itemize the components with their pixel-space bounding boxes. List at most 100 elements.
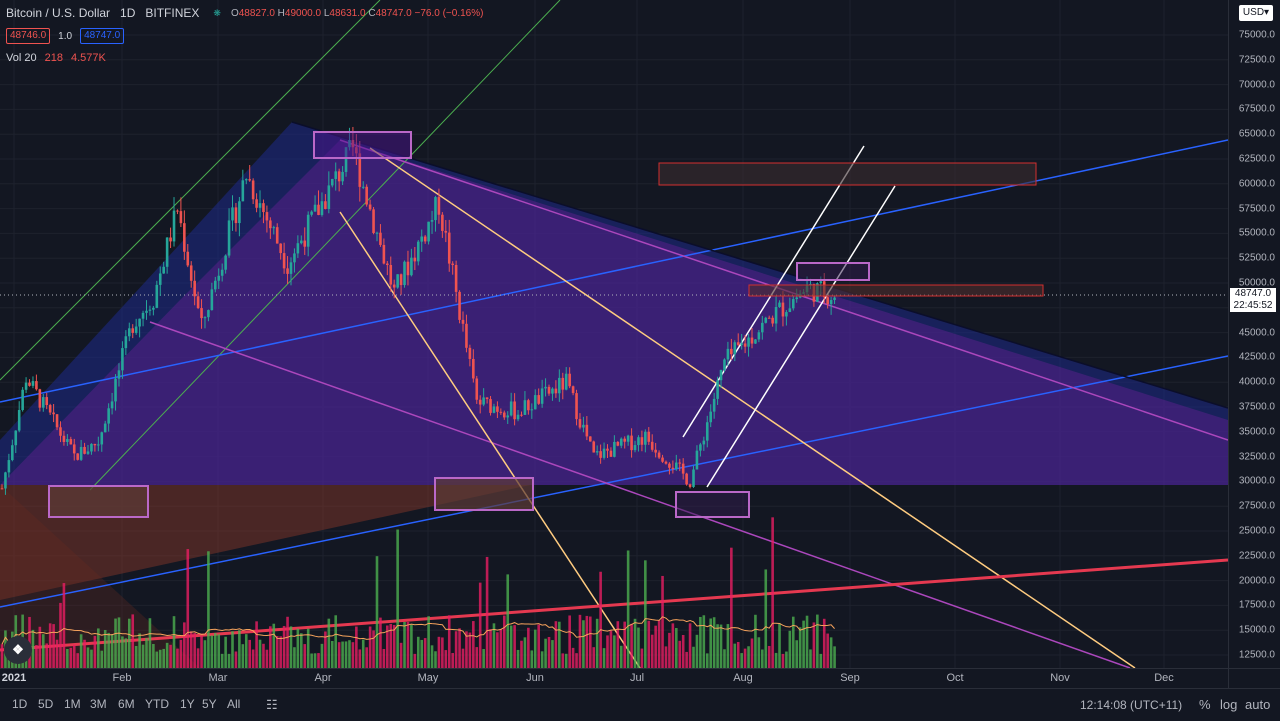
auto-toggle[interactable]: auto [1245,697,1271,712]
candle-body [269,220,272,229]
candle-body [11,445,14,461]
candle-body [141,312,145,319]
candle-body [410,257,413,276]
time-axis[interactable]: 2021 Feb Mar Apr May Jun Jul Aug Sep Oct Nov Dec [0,668,1228,689]
range-button[interactable]: All [227,697,241,711]
range-button[interactable]: 5Y [202,697,217,711]
candle-body [544,386,547,389]
box-top-april[interactable] [313,131,412,159]
candle-body [702,440,706,445]
volume-bar [251,649,255,668]
volume-bar [588,616,592,668]
volume-bar [262,643,265,668]
volume-bar [293,647,296,668]
volume-bar [822,618,826,668]
volume-bar [795,640,799,668]
range-button[interactable]: 3M [90,697,107,711]
candle-body [310,211,313,215]
volume-bar [152,643,155,668]
price-tick: 30000.0 [1238,475,1275,487]
candle-body [62,435,66,442]
candle-body [568,373,571,387]
log-toggle[interactable]: log [1220,697,1238,712]
chart-area[interactable]: Bitcoin / U.S. Dollar 1D BITFINEX ❋ O488… [0,0,1228,668]
volume-bar [623,621,626,668]
candle-body [313,204,317,212]
resistance-zone-60k[interactable] [658,162,1037,186]
volume-bar [217,634,221,668]
range-button[interactable]: 1D [12,697,28,711]
volume-bar [757,637,761,668]
candle-body [234,207,238,224]
interval-label[interactable]: 1D [120,6,136,20]
volume-bar [509,625,513,668]
clock-display[interactable]: 12:14:08 (UTC+11) [1080,698,1183,712]
range-button[interactable]: 5D [38,697,54,711]
wedge-zone-purple [0,140,1228,485]
range-button[interactable]: YTD [145,697,169,711]
candle-body [262,203,265,213]
price-tick: 45000.0 [1238,327,1275,339]
volume-bar [516,649,520,668]
price-tick: 72500.0 [1238,54,1275,66]
volume-bar [382,649,386,668]
candle-body [100,432,104,445]
range-button[interactable]: 1Y [180,697,195,711]
price-chart[interactable] [0,0,1228,668]
candle-body [103,423,107,433]
candle-body [155,284,159,308]
volume-bar [461,648,465,668]
percent-toggle[interactable]: % [1199,697,1211,712]
volume-bar [602,648,606,668]
volume-bar [482,649,485,668]
bid-ask-row: 48746.0 1.0 48747.0 [6,28,125,44]
volume-bar [816,614,819,668]
candle-body [200,308,203,319]
volume-bar [320,643,324,668]
price-tick: 55000.0 [1238,227,1275,239]
volume-bar [688,623,692,668]
candle-body [575,393,578,420]
volume-bar [492,623,496,668]
candle-body [134,326,138,333]
volume-bar [826,633,829,668]
candle-body [444,230,448,233]
price-tick: 62500.0 [1238,153,1275,165]
symbol-name[interactable]: Bitcoin / U.S. Dollar [6,6,111,20]
range-button[interactable]: 1M [64,697,81,711]
volume-bar [413,653,417,668]
box-july-low[interactable] [675,491,750,518]
volume-bar [791,616,795,668]
candle-body [55,414,59,428]
sell-price-button[interactable]: 48746.0 [6,28,51,44]
candle-body [320,201,324,215]
tradingview-logo[interactable]: ❖ [4,636,32,664]
buy-price-button[interactable]: 48747.0 [80,28,125,44]
price-tick: 25000.0 [1238,525,1275,537]
candle-body [207,310,210,318]
box-aug-top[interactable] [796,262,870,281]
volume-label[interactable]: Vol 20 [6,52,37,64]
candle-body [592,441,596,453]
candle-body [327,185,331,209]
currency-button[interactable]: USD▾ [1239,5,1273,21]
candle-body [547,386,551,394]
volume-bar [238,630,241,668]
resistance-zone-49k[interactable] [748,284,1044,297]
candle-body [344,147,348,172]
volume-bar [468,632,472,668]
candle-body [716,380,719,399]
candle-body [441,214,444,231]
volume-bar [764,569,768,668]
box-may[interactable] [434,477,534,511]
date-range-icon[interactable]: ☷ [266,697,278,712]
range-button[interactable]: 6M [118,697,135,711]
box-left-january[interactable] [48,485,149,518]
candle-body [361,186,365,188]
bottom-toolbar: 1D 5D 1M 3M 6M YTD 1Y 5Y All ☷ 12:14:08 (UTC+11)… [0,688,1280,721]
price-scale[interactable]: USD▾ 75000.0 72500.0 70000.0 67500.0 65000.0… [1228,0,1280,668]
volume-bar [754,614,757,668]
volume-bar [650,634,654,668]
volume-bars [0,517,836,668]
volume-bar [303,644,307,668]
